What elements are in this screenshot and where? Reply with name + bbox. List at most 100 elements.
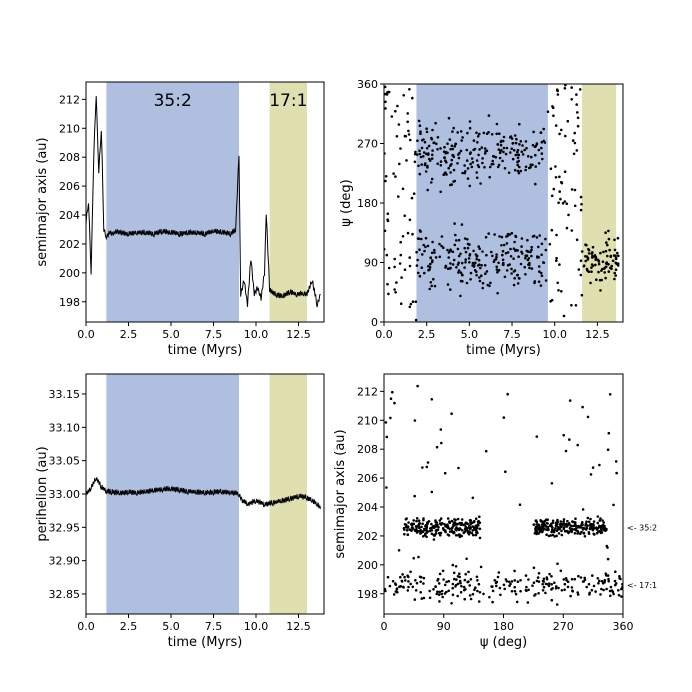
scatter-point [601,527,605,530]
scatter-point [576,111,579,114]
scatter-point [555,233,558,237]
scatter-point [422,243,426,247]
scatter-point [478,536,482,540]
scatter-point [614,261,617,265]
scatter-point [591,245,595,249]
scatter-point [428,159,432,162]
scatter-point [435,525,438,528]
scatter-point [539,526,542,529]
y-tick-label: 202 [59,238,80,251]
scatter-point [495,265,499,269]
scatter-point [446,151,449,155]
scatter-point [427,153,430,156]
scatter-point [536,525,539,529]
panel-1: 35:2 17:1 0.0 2.5 5.0 7.5 10.0 12.5 198 200 202 204… [35,81,325,358]
scatter-point [401,235,405,238]
scatter-point [476,523,480,526]
scatter-point [583,578,587,581]
plot-area [384,384,623,606]
scatter-point [438,590,442,594]
scatter-point [397,549,401,552]
scatter-point [563,170,567,173]
scatter-point [402,585,405,589]
scatter-point [553,581,556,584]
scatter-point [439,533,442,537]
scatter-point [601,519,604,522]
scatter-point [592,524,595,528]
scatter-point [501,159,504,163]
scatter-point [532,581,536,584]
scatter-point [557,532,561,535]
scatter-point [561,201,565,205]
scatter-point [414,300,418,304]
scatter-point [476,135,480,138]
scatter-point [564,449,568,453]
scatter-point [616,264,620,267]
scatter-point [576,124,580,128]
scatter-point [590,266,593,269]
scatter-point [527,250,530,253]
scatter-point [484,150,487,153]
scatter-point [418,149,421,152]
scatter-point [453,222,456,225]
scatter-point [516,148,520,152]
scatter-point [481,281,485,285]
scatter-point [564,84,567,87]
scatter-point [438,519,442,522]
scatter-point [418,152,422,156]
scatter-point [473,263,476,267]
scatter-point [540,242,544,246]
scatter-point [384,92,387,96]
scatter-point [554,587,558,590]
scatter-point [550,575,553,578]
scatter-point [519,140,523,143]
scatter-point [500,139,503,143]
x-tick-label: 5.0 [162,328,180,341]
scatter-point [446,283,450,286]
scatter-point [510,267,513,271]
scatter-point [495,580,499,584]
y-tick-label: 32.85 [49,588,81,601]
scatter-point [590,588,594,592]
scatter-point [394,109,397,113]
series-line [86,96,321,308]
scatter-point [458,151,461,155]
scatter-point [585,243,588,247]
scatter-point [430,532,434,536]
scatter-point [434,256,438,259]
scatter-point [463,588,466,592]
scatter-point [545,577,549,581]
scatter-point [554,165,557,168]
scatter-point [485,132,489,135]
y-tick-label: 33.10 [49,421,81,434]
scatter-point [423,140,427,144]
scatter-point [420,146,424,150]
scatter-point [447,589,451,593]
scatter-point [488,284,491,288]
scatter-point [602,521,605,524]
scatter-point [387,292,390,296]
scatter-point [547,582,551,585]
scatter-point [596,515,600,518]
scatter-point [477,153,480,157]
scatter-point [466,238,469,241]
scatter-point [466,580,470,584]
scatter-point [493,233,496,236]
scatter-point [426,244,430,248]
scatter-point [469,151,473,154]
scatter-point [447,251,451,254]
scatter-point [447,166,451,170]
x-tick-label: 2.5 [120,328,138,341]
scatter-point [428,529,432,533]
y-tick-label: 180 [357,197,378,210]
scatter-point [472,139,476,142]
scatter-point [485,253,488,257]
scatter-point [613,277,616,281]
scatter-point [491,162,495,166]
scatter-point [602,588,605,592]
scatter-point [435,445,439,449]
y-tick-label: 198 [357,588,378,601]
scatter-point [528,263,531,267]
scatter-point [513,168,517,172]
y-tick-label: 200 [59,267,80,280]
